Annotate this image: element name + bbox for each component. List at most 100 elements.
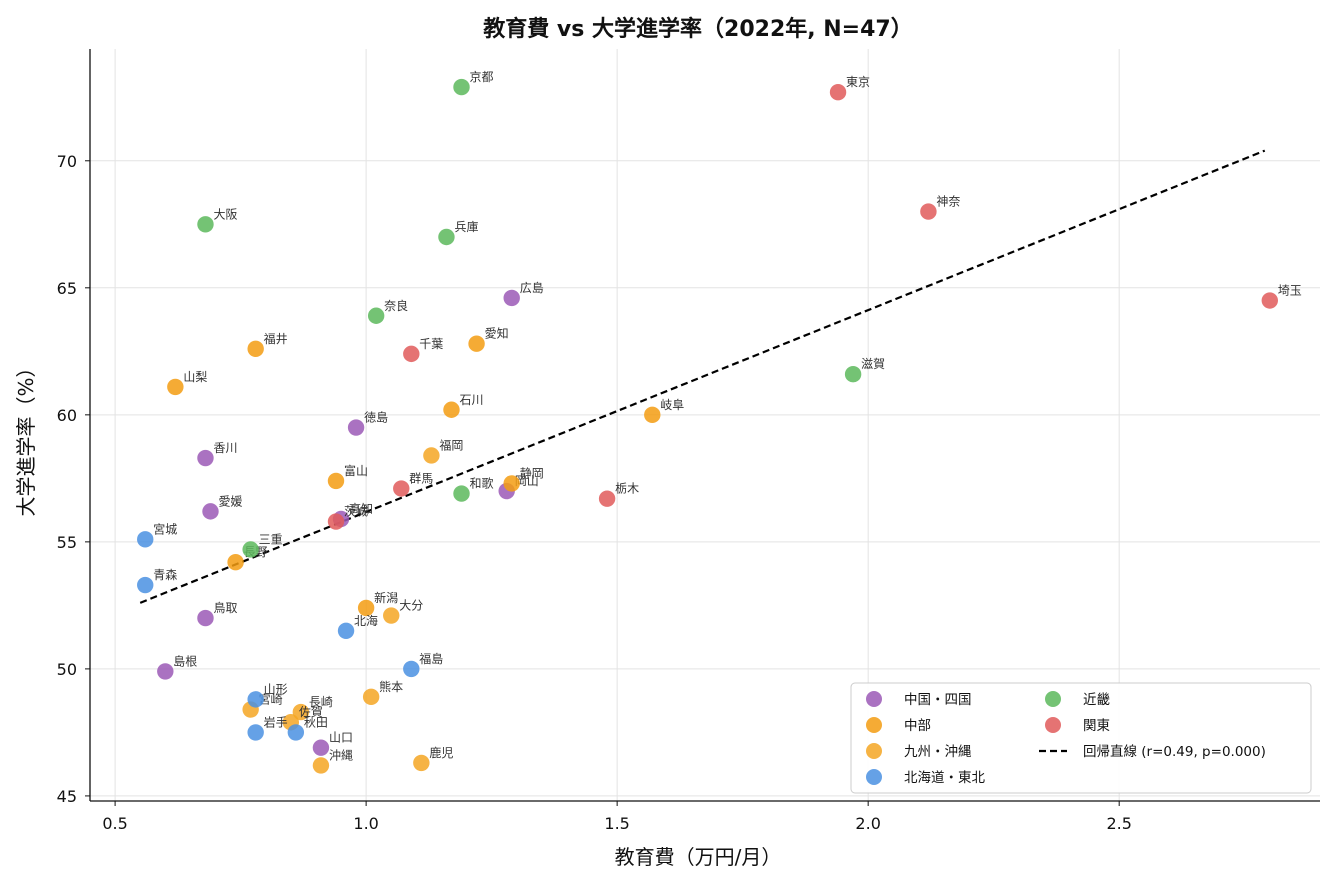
chart-title: 教育費 vs 大学進学率（2022年, N=47）: [483, 16, 912, 42]
legend-label: 回帰直線 (r=0.49, p=0.000): [1083, 743, 1266, 760]
legend-label: 北海道・東北: [904, 770, 985, 786]
point-label: 広島: [520, 280, 544, 295]
point-label: 和歌: [470, 476, 494, 491]
y-tick-label: 60: [57, 406, 77, 425]
y-tick-label: 55: [57, 533, 77, 552]
point-label: 福岡: [439, 437, 463, 452]
legend-label: 関東: [1083, 718, 1110, 734]
point-label: 石川: [459, 393, 483, 407]
data-points: 広島徳島香川岡山愛媛高知鳥取島根山口愛知福井山梨石川岐阜富山静岡長野新潟福岡大分…: [137, 70, 1302, 774]
data-point: [644, 406, 661, 424]
data-point: [337, 622, 355, 639]
y-axis-label: 大学進学率（%）: [14, 357, 38, 516]
point-label: 滋賀: [861, 357, 885, 371]
data-point: [453, 485, 470, 502]
point-label: 北海: [354, 613, 378, 628]
point-label: 岡山: [515, 474, 539, 488]
data-point: [438, 228, 455, 246]
point-label: 徳島: [364, 410, 388, 425]
point-label: 神奈: [936, 195, 960, 209]
legend-marker: [866, 769, 882, 785]
point-label: 山形: [264, 682, 288, 696]
y-tick-label: 50: [57, 660, 77, 679]
data-point: [393, 480, 410, 497]
point-label: 福島: [419, 651, 443, 666]
data-point: [137, 531, 154, 548]
legend-label: 中部: [904, 718, 931, 734]
point-label: 長崎: [309, 695, 333, 709]
point-label: 兵庫: [454, 220, 478, 234]
data-point: [312, 757, 330, 774]
data-point: [383, 607, 400, 624]
point-label: 千葉: [419, 337, 443, 351]
data-point: [247, 340, 264, 357]
legend-label: 中国・四国: [904, 692, 972, 708]
legend-marker: [1045, 717, 1061, 733]
tick-labels: 0.5 1.0 1.5 2.0 2.5 45 50 55 60 65 70: [57, 152, 1132, 833]
point-label: 福井: [264, 331, 288, 346]
point-label: 京都: [470, 70, 494, 84]
data-point: [443, 401, 460, 418]
x-tick-label: 1.5: [604, 814, 629, 833]
y-tick-label: 65: [57, 279, 77, 298]
data-point: [312, 739, 330, 756]
data-point: [247, 724, 264, 741]
point-label: 東京: [846, 75, 870, 89]
data-point: [844, 365, 862, 383]
point-label: 宮城: [153, 521, 177, 536]
point-label: 宮崎: [259, 692, 283, 707]
data-point: [287, 724, 305, 741]
data-point: [227, 553, 244, 571]
data-point: [357, 599, 375, 617]
data-point: [403, 660, 420, 678]
data-point: [413, 754, 430, 772]
point-label: 愛知: [485, 327, 509, 341]
legend-marker: [1045, 691, 1061, 707]
data-point: [503, 289, 520, 307]
point-label: 佐賀: [299, 705, 323, 719]
data-point: [167, 378, 184, 396]
y-tick-label: 70: [57, 152, 77, 171]
y-tick-label: 45: [57, 787, 77, 806]
x-tick-label: 0.5: [102, 814, 127, 833]
point-label: 愛媛: [218, 494, 242, 508]
point-label: 鹿児: [429, 745, 453, 760]
grid: [90, 49, 1320, 801]
point-label: 埼玉: [1278, 284, 1302, 298]
data-point: [423, 447, 440, 464]
regression-line: [139, 149, 1266, 604]
point-label: 三重: [259, 532, 283, 546]
data-point: [453, 78, 470, 96]
data-point: [1261, 292, 1278, 309]
point-label: 栃木: [615, 482, 639, 496]
data-point: [347, 419, 365, 436]
data-point: [197, 609, 214, 627]
point-label: 島根: [173, 653, 197, 668]
data-point: [920, 203, 937, 220]
data-point: [327, 472, 345, 490]
legend-marker: [866, 717, 882, 733]
point-label: 沖縄: [329, 747, 353, 762]
data-point: [403, 345, 420, 363]
point-label: 岩手: [264, 714, 288, 729]
data-point: [503, 475, 520, 492]
point-label: 山口: [329, 731, 353, 745]
legend-marker: [866, 743, 882, 759]
x-tick-label: 1.0: [353, 814, 378, 833]
legend-box: [850, 682, 1312, 794]
data-point: [137, 576, 154, 594]
point-label: 岐阜: [660, 398, 684, 412]
data-point: [362, 688, 380, 706]
axes: [85, 49, 1320, 806]
data-point: [829, 83, 847, 101]
data-point: [197, 216, 214, 233]
point-label: 富山: [344, 463, 368, 478]
point-label: 鳥取: [213, 600, 237, 615]
legend-label: 九州・沖縄: [904, 744, 972, 760]
